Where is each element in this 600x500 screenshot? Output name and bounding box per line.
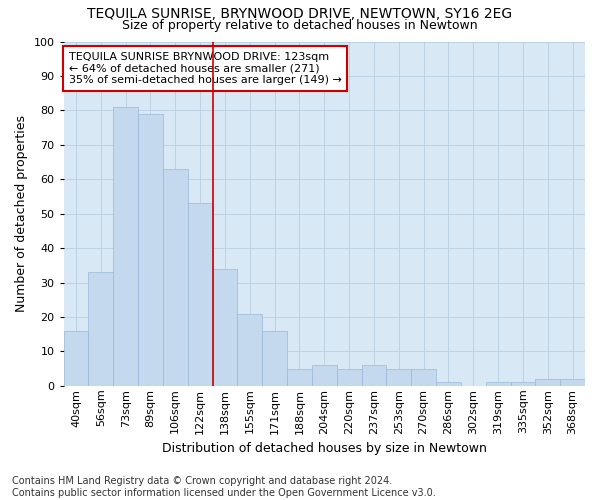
Bar [238, 314, 262, 386]
Text: TEQUILA SUNRISE, BRYNWOOD DRIVE, NEWTOWN, SY16 2EG: TEQUILA SUNRISE, BRYNWOOD DRIVE, NEWTOWN… [88, 8, 512, 22]
Bar [337, 368, 362, 386]
Bar [188, 204, 212, 386]
Y-axis label: Number of detached properties: Number of detached properties [15, 115, 28, 312]
X-axis label: Distribution of detached houses by size in Newtown: Distribution of detached houses by size … [162, 442, 487, 455]
Bar [511, 382, 535, 386]
Bar [485, 382, 511, 386]
Text: TEQUILA SUNRISE BRYNWOOD DRIVE: 123sqm
← 64% of detached houses are smaller (271: TEQUILA SUNRISE BRYNWOOD DRIVE: 123sqm ←… [69, 52, 341, 85]
Bar [535, 379, 560, 386]
Bar [113, 107, 138, 386]
Bar [436, 382, 461, 386]
Bar [312, 365, 337, 386]
Bar [386, 368, 411, 386]
Bar [163, 169, 188, 386]
Bar [411, 368, 436, 386]
Bar [560, 379, 585, 386]
Bar [138, 114, 163, 386]
Bar [287, 368, 312, 386]
Text: Contains HM Land Registry data © Crown copyright and database right 2024.
Contai: Contains HM Land Registry data © Crown c… [12, 476, 436, 498]
Bar [88, 272, 113, 386]
Text: Size of property relative to detached houses in Newtown: Size of property relative to detached ho… [122, 18, 478, 32]
Bar [64, 331, 88, 386]
Bar [362, 365, 386, 386]
Bar [212, 269, 238, 386]
Bar [262, 331, 287, 386]
